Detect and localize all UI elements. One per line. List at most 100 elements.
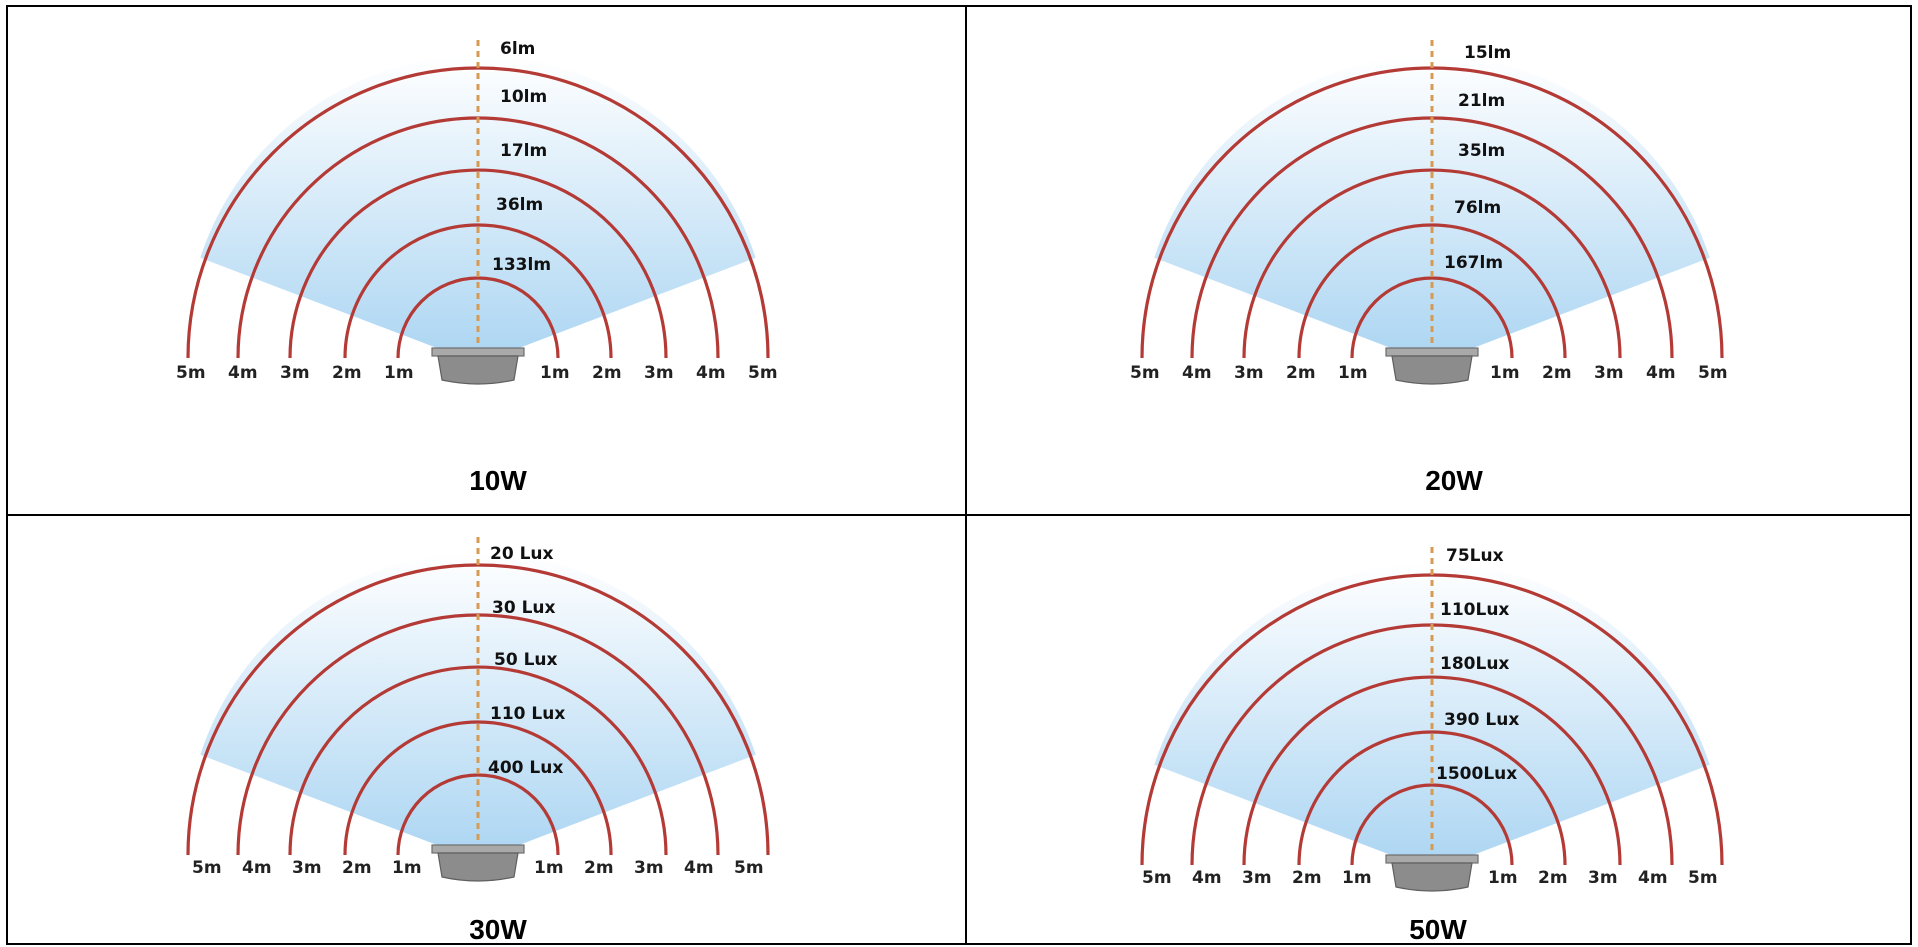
light-beam <box>1154 56 1710 353</box>
dist-right-2: 2m <box>1538 868 1568 888</box>
dist-right-1: 1m <box>1488 868 1518 888</box>
wattage-label: 20W <box>1425 465 1483 496</box>
ring-5m <box>1140 66 1724 359</box>
dist-left-1: 1m <box>392 858 422 878</box>
dist-left-2: 2m <box>1286 363 1316 383</box>
ring-2m <box>1297 730 1567 866</box>
dist-right-4: 4m <box>684 858 714 878</box>
ring-5m <box>1140 573 1724 866</box>
dist-right-3: 3m <box>634 858 664 878</box>
dist-right-5: 5m <box>1688 868 1718 888</box>
dist-right-4: 4m <box>1646 363 1676 383</box>
level-label-3: 50 Lux <box>494 650 558 670</box>
ring-3m <box>288 665 668 856</box>
panel-20w: 15lm 21lm 35lm 76lm 167lm 5m 4m 3m 2m 1m… <box>1130 40 1728 496</box>
ring-1m <box>1350 276 1514 359</box>
level-label-2: 30 Lux <box>492 598 556 618</box>
level-label-3: 180Lux <box>1440 654 1509 674</box>
fixture-rim <box>431 347 525 357</box>
dist-right-2: 2m <box>1542 363 1572 383</box>
level-label-5: 400 Lux <box>488 758 563 778</box>
level-label-5: 1500Lux <box>1436 764 1517 784</box>
beam-diagram <box>1140 547 1724 892</box>
beam-diagram <box>1140 40 1724 385</box>
panel-50w: 75Lux 110Lux 180Lux 390 Lux 1500Lux 5m 4… <box>1140 546 1724 945</box>
level-label-3: 35lm <box>1458 141 1505 161</box>
light-fixture-icon <box>437 852 519 882</box>
level-label-4: 36lm <box>496 195 543 215</box>
dist-left-3: 3m <box>1242 868 1272 888</box>
dist-right-4: 4m <box>1638 868 1668 888</box>
dist-left-1: 1m <box>1338 363 1368 383</box>
dist-right-5: 5m <box>734 858 764 878</box>
light-beam <box>1154 563 1710 860</box>
ring-5m <box>186 66 770 359</box>
dist-right-3: 3m <box>644 363 674 383</box>
level-label-1: 75Lux <box>1446 546 1504 566</box>
ring-2m <box>343 720 613 856</box>
wattage-label: 30W <box>469 914 527 945</box>
dist-left-5: 5m <box>192 858 222 878</box>
level-label-4: 76lm <box>1454 198 1501 218</box>
wattage-label: 10W <box>469 465 527 496</box>
ring-3m <box>1242 168 1622 359</box>
ring-3m <box>288 168 668 359</box>
level-label-1: 6lm <box>500 39 535 59</box>
level-label-1: 20 Lux <box>490 544 554 564</box>
dist-right-5: 5m <box>748 363 778 383</box>
dist-left-3: 3m <box>280 363 310 383</box>
level-label-1: 15lm <box>1464 43 1511 63</box>
wattage-label: 50W <box>1409 914 1467 945</box>
ring-3m <box>1242 675 1622 866</box>
dist-left-4: 4m <box>1192 868 1222 888</box>
light-beam <box>200 56 756 353</box>
ring-1m <box>1350 783 1514 866</box>
dist-left-2: 2m <box>332 363 362 383</box>
dist-left-1: 1m <box>1342 868 1372 888</box>
dist-left-5: 5m <box>176 363 206 383</box>
light-fixture-icon <box>1391 862 1473 892</box>
dist-left-4: 4m <box>1182 363 1212 383</box>
dist-right-3: 3m <box>1594 363 1624 383</box>
fixture-rim <box>1385 347 1479 357</box>
panel-10w: 6lm 10lm 17lm 36lm 133lm 5m 4m 3m 2m 1m … <box>176 39 778 496</box>
dist-left-3: 3m <box>292 858 322 878</box>
dist-right-3: 3m <box>1588 868 1618 888</box>
beam-diagram <box>186 40 770 385</box>
panel-30w: 20 Lux 30 Lux 50 Lux 110 Lux 400 Lux 5m … <box>186 537 770 945</box>
dist-right-5: 5m <box>1698 363 1728 383</box>
light-fixture-icon <box>437 355 519 385</box>
dist-left-5: 5m <box>1142 868 1172 888</box>
fixture-rim <box>431 844 525 854</box>
dist-right-2: 2m <box>584 858 614 878</box>
dist-right-1: 1m <box>534 858 564 878</box>
dist-left-4: 4m <box>242 858 272 878</box>
dist-left-1: 1m <box>384 363 414 383</box>
outer-border <box>6 5 1912 945</box>
ring-1m <box>396 773 560 856</box>
fixture-rim <box>1385 854 1479 864</box>
dist-right-1: 1m <box>1490 363 1520 383</box>
dist-left-4: 4m <box>228 363 258 383</box>
level-label-5: 133lm <box>492 255 551 275</box>
level-label-2: 21lm <box>1458 91 1505 111</box>
dist-left-2: 2m <box>1292 868 1322 888</box>
dist-right-4: 4m <box>696 363 726 383</box>
ring-2m <box>1297 223 1567 359</box>
ring-5m <box>186 563 770 856</box>
level-label-4: 110 Lux <box>490 704 565 724</box>
dist-right-1: 1m <box>540 363 570 383</box>
level-label-3: 17lm <box>500 141 547 161</box>
level-label-2: 10lm <box>500 87 547 107</box>
dist-left-3: 3m <box>1234 363 1264 383</box>
dist-left-5: 5m <box>1130 363 1160 383</box>
dist-left-2: 2m <box>342 858 372 878</box>
ring-2m <box>343 223 613 359</box>
level-label-5: 167lm <box>1444 253 1503 273</box>
beam-diagram <box>186 537 770 882</box>
level-label-4: 390 Lux <box>1444 710 1519 730</box>
dist-right-2: 2m <box>592 363 622 383</box>
light-fixture-icon <box>1391 355 1473 385</box>
level-label-2: 110Lux <box>1440 600 1509 620</box>
